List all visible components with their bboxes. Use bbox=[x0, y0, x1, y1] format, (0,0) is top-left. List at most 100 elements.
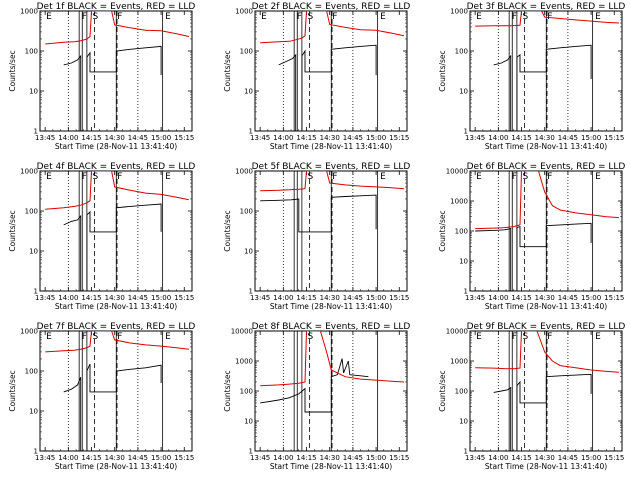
x-tick-label: 15:15 bbox=[389, 294, 409, 302]
panel-6: Det 6f BLACK = Events, RED = LLD 1 10 100 10… bbox=[438, 162, 625, 311]
x-tick-label: 14:00 bbox=[58, 454, 78, 462]
x-tick-label: 14:15 bbox=[296, 134, 316, 142]
x-tick-label: 15:00 bbox=[366, 134, 386, 142]
y-tick-label: 1 bbox=[34, 288, 38, 296]
x-tick-label: 14:00 bbox=[488, 294, 508, 302]
x-tick-label: 15:15 bbox=[389, 454, 409, 462]
events-series-line bbox=[260, 358, 369, 413]
segment-marker-label: E bbox=[380, 172, 386, 182]
x-tick-label: 14:00 bbox=[273, 294, 293, 302]
segment-marker-label: E bbox=[595, 12, 601, 22]
events-series-line bbox=[278, 44, 377, 131]
y-tick-label: 10 bbox=[244, 248, 253, 256]
segment-marker-label: S bbox=[93, 172, 99, 182]
lld-series-line bbox=[260, 11, 405, 44]
x-axis-label: Start Time (28-Nov-11 13:41:40) bbox=[485, 142, 607, 151]
x-tick-label: 15:15 bbox=[604, 134, 624, 142]
panel-title: Det 5f BLACK = Events, RED = LLD bbox=[252, 162, 411, 172]
y-axis-label: Counts/sec bbox=[8, 370, 17, 411]
panel-9: Det 9f BLACK = Events, RED = LLD 1 10 100 10… bbox=[438, 322, 625, 471]
lld-series-line bbox=[475, 171, 619, 230]
x-tick-label: 14:45 bbox=[558, 134, 578, 142]
y-axis-label: Counts/sec bbox=[223, 210, 232, 251]
y-tick-label: 10 bbox=[459, 88, 468, 96]
y-axis-label: Counts/sec bbox=[223, 370, 232, 411]
events-series-line bbox=[475, 222, 592, 291]
panel-title: Det 9f BLACK = Events, RED = LLD bbox=[467, 322, 626, 332]
x-tick-label: 14:30 bbox=[320, 294, 340, 302]
lld-series-line bbox=[260, 331, 404, 387]
x-tick-label: 14:15 bbox=[511, 454, 531, 462]
segment-marker-label: F bbox=[82, 12, 87, 22]
segment-marker-label: F bbox=[117, 12, 122, 22]
x-tick-label: 13:45 bbox=[465, 134, 485, 142]
segment-marker-label: E bbox=[46, 12, 52, 22]
y-tick-label: 1 bbox=[249, 128, 253, 136]
segment-marker-label: S bbox=[308, 12, 314, 22]
segment-marker-label: E bbox=[46, 332, 52, 342]
x-tick-label: 14:15 bbox=[511, 294, 531, 302]
segment-marker-label: E bbox=[595, 172, 601, 182]
segment-marker-label: S bbox=[523, 12, 529, 22]
y-tick-label: 1000 bbox=[235, 168, 253, 176]
x-tick-label: 15:15 bbox=[174, 454, 194, 462]
y-axis-label: Counts/sec bbox=[8, 50, 17, 91]
y-tick-label: 100 bbox=[25, 48, 38, 56]
panel-2: Det 2f BLACK = Events, RED = LLD 1 10 100 10… bbox=[223, 2, 410, 151]
x-tick-label: 13:45 bbox=[35, 454, 55, 462]
segment-marker-label: F bbox=[82, 332, 87, 342]
x-tick-label: 14:30 bbox=[535, 294, 555, 302]
x-tick-label: 14:30 bbox=[535, 134, 555, 142]
segment-marker-label: E bbox=[380, 12, 386, 22]
x-tick-label: 14:45 bbox=[128, 294, 148, 302]
y-tick-label: 1 bbox=[249, 288, 253, 296]
x-tick-label: 13:45 bbox=[465, 294, 485, 302]
y-tick-label: 100 bbox=[25, 208, 38, 216]
lld-series-line bbox=[260, 171, 404, 192]
lld-series-line bbox=[45, 331, 189, 353]
x-tick-label: 14:00 bbox=[58, 294, 78, 302]
x-axis-label: Start Time (28-Nov-11 13:41:40) bbox=[485, 302, 607, 311]
x-tick-label: 14:15 bbox=[81, 454, 101, 462]
y-tick-label: 1 bbox=[464, 448, 468, 456]
events-series-line bbox=[63, 203, 162, 291]
lld-series-line bbox=[475, 11, 619, 27]
y-tick-label: 100 bbox=[25, 368, 38, 376]
y-tick-label: 10000 bbox=[446, 168, 468, 176]
lld-series-line bbox=[475, 331, 619, 373]
y-axis-label: Counts/sec bbox=[223, 50, 232, 91]
events-series-line bbox=[493, 44, 592, 131]
x-tick-label: 15:00 bbox=[151, 294, 171, 302]
events-series-line bbox=[260, 194, 377, 233]
events-series-line bbox=[63, 45, 162, 131]
y-tick-label: 1 bbox=[34, 128, 38, 136]
x-tick-label: 14:15 bbox=[296, 454, 316, 462]
x-tick-label: 15:15 bbox=[174, 134, 194, 142]
y-axis-label: Counts/sec bbox=[438, 370, 447, 411]
segment-marker-label: E bbox=[476, 332, 482, 342]
y-tick-label: 10 bbox=[29, 408, 38, 416]
segment-marker-label: F bbox=[547, 12, 552, 22]
x-tick-label: 15:15 bbox=[604, 294, 624, 302]
segment-marker-label: F bbox=[82, 172, 87, 182]
y-tick-label: 1000 bbox=[235, 8, 253, 16]
segment-marker-label: F bbox=[117, 332, 122, 342]
x-tick-label: 15:00 bbox=[581, 134, 601, 142]
x-tick-label: 14:45 bbox=[558, 454, 578, 462]
y-tick-label: 10 bbox=[244, 418, 253, 426]
x-tick-label: 15:00 bbox=[151, 134, 171, 142]
x-tick-label: 15:00 bbox=[151, 454, 171, 462]
segment-marker-label: F bbox=[512, 12, 517, 22]
x-tick-label: 13:45 bbox=[250, 454, 270, 462]
y-tick-label: 1000 bbox=[450, 8, 468, 16]
x-tick-label: 13:45 bbox=[35, 134, 55, 142]
panel-3: Det 3f BLACK = Events, RED = LLD 1 10 100 10… bbox=[438, 2, 625, 151]
y-tick-label: 1000 bbox=[235, 358, 253, 366]
x-tick-label: 14:00 bbox=[273, 134, 293, 142]
x-axis-label: Start Time (28-Nov-11 13:41:40) bbox=[55, 462, 177, 471]
segment-marker-label: S bbox=[93, 332, 99, 342]
y-tick-label: 10 bbox=[29, 248, 38, 256]
x-axis-label: Start Time (28-Nov-11 13:41:40) bbox=[270, 302, 392, 311]
y-tick-label: 1 bbox=[34, 448, 38, 456]
x-tick-label: 14:30 bbox=[105, 454, 125, 462]
